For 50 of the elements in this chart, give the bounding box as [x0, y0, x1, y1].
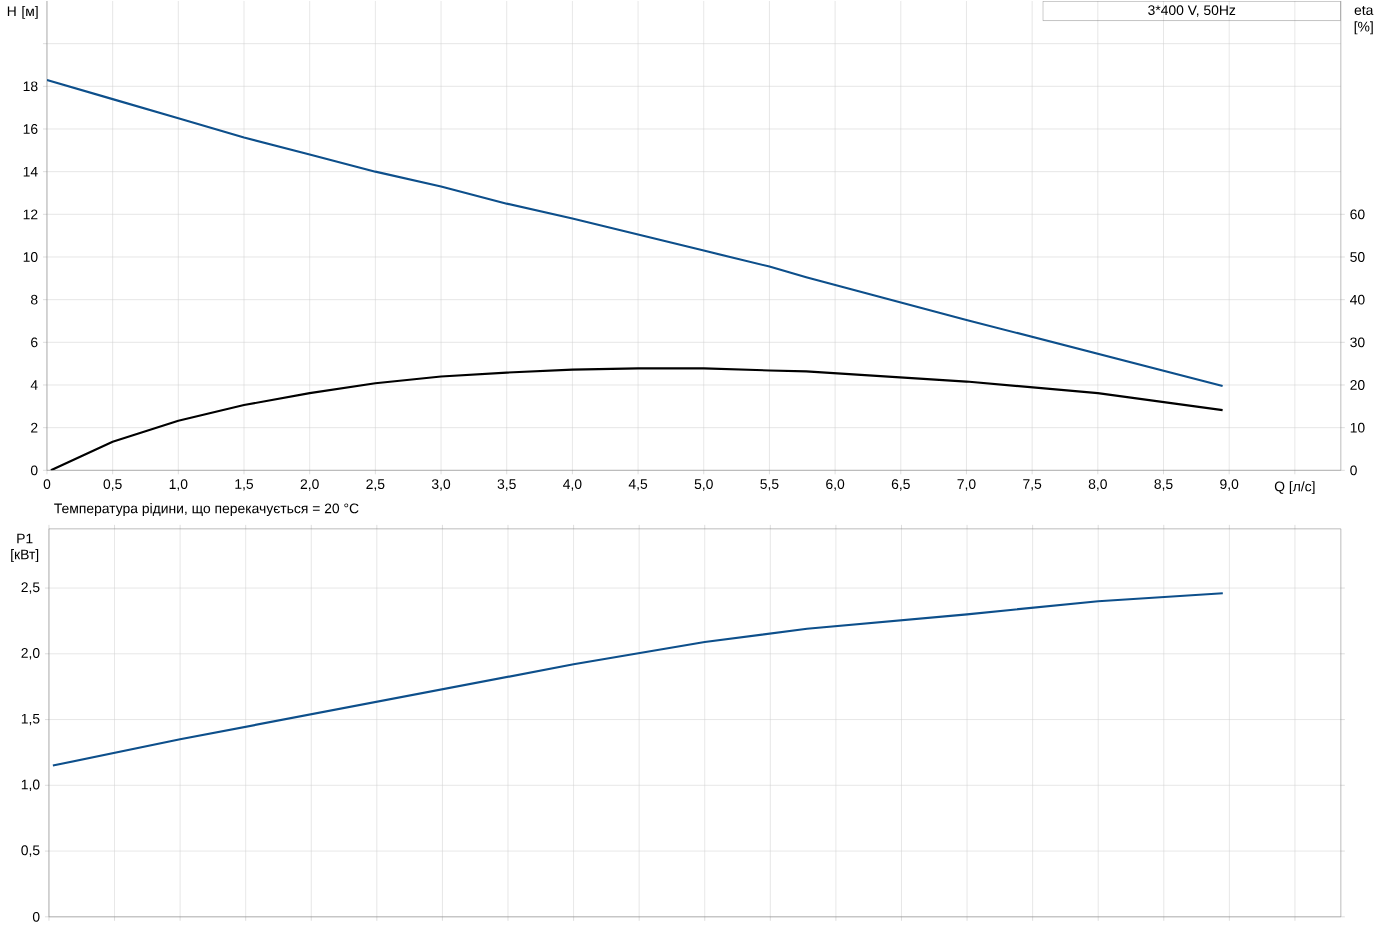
y-tick-label: 0	[30, 465, 38, 476]
y2-tick-label: 0	[1350, 465, 1357, 476]
y2-tick-label: 30	[1350, 337, 1365, 348]
x-tick-label: 0,5	[103, 479, 122, 491]
y2-tick-label: 40	[1350, 294, 1365, 305]
line-series	[46, 79, 1224, 388]
y-axis-title: P1 [кВт]	[11, 533, 39, 563]
y-tick-label: 6	[31, 337, 38, 348]
y2-tick-label: 60	[1350, 209, 1365, 220]
y2-tick-label: 20	[1350, 380, 1365, 391]
x-tick-label: 7,5	[1023, 479, 1042, 491]
x-tick-label: 1,5	[235, 479, 254, 491]
x-axis-title: Q [л/с]	[1274, 481, 1315, 495]
x-tick-label: 6,0	[826, 479, 845, 491]
x-tick-label: 6,5	[891, 479, 910, 491]
y-tick-label: 16	[23, 124, 38, 135]
x-tick-label: 3,5	[497, 479, 516, 491]
y-tick-label: 1,5	[21, 714, 40, 726]
annotation: 3*400 V, 50Hz	[1148, 5, 1236, 17]
y-tick-label: 14	[23, 167, 38, 177]
x-tick-label: 1,0	[169, 479, 188, 491]
y-tick-label: 10	[23, 252, 38, 263]
y-tick-label: 0,5	[21, 845, 40, 857]
x-tick-label: 9,0	[1220, 479, 1239, 491]
line-series	[49, 367, 1224, 471]
y2-tick-label: 50	[1350, 252, 1365, 263]
y2-axis-title: eta [%]	[1354, 6, 1374, 35]
x-tick-label: 0	[43, 479, 51, 490]
chart-title: Температура рідини, що перекачується = 20 °C	[54, 503, 359, 517]
y-tick-label: 4	[30, 380, 38, 390]
x-tick-label: 3,0	[431, 479, 451, 491]
y-tick-label: 1,0	[21, 779, 40, 792]
x-tick-label: 8,0	[1088, 479, 1107, 491]
y-tick-label: 18	[23, 81, 38, 92]
y-tick-label: 0	[32, 912, 40, 922]
y2-tick-label: 10	[1350, 422, 1365, 433]
y-tick-label: 2	[31, 423, 38, 433]
x-tick-label: 5,0	[694, 479, 713, 491]
y-tick-label: 12	[23, 209, 38, 220]
x-tick-label: 4,0	[563, 479, 582, 491]
x-tick-label: 7,0	[957, 479, 976, 491]
x-tick-label: 8,5	[1154, 479, 1173, 491]
x-tick-label: 5,5	[760, 479, 779, 491]
x-tick-label: 2,0	[300, 479, 319, 491]
y-tick-label: 2,0	[21, 648, 40, 660]
y-tick-label: 2,5	[21, 582, 40, 594]
y-tick-label: 8	[30, 294, 38, 305]
x-tick-label: 4,5	[628, 479, 648, 491]
x-tick-label: 2,5	[366, 479, 385, 491]
y-axis-title: H [м]	[7, 6, 38, 20]
